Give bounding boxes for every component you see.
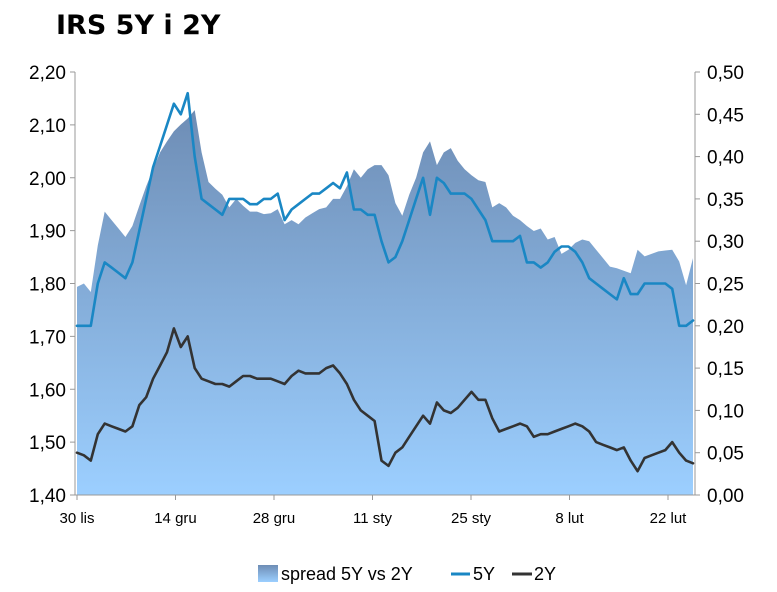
- right-tick-label: 0,00: [707, 486, 744, 507]
- left-tick-label: 2,20: [29, 63, 66, 84]
- x-tick-label: 14 gru: [154, 510, 197, 527]
- left-tick-label: 1,40: [29, 486, 66, 507]
- left-tick-label: 1,50: [29, 433, 66, 454]
- right-tick-label: 0,40: [707, 148, 744, 169]
- right-tick-label: 0,20: [707, 317, 744, 338]
- legend-swatch-spread: [258, 565, 278, 582]
- right-tick-label: 0,35: [707, 190, 744, 211]
- series-spread-area: [77, 110, 693, 495]
- left-tick-label: 1,90: [29, 222, 66, 243]
- left-tick-label: 1,80: [29, 275, 66, 296]
- x-tick-label: 30 lis: [59, 510, 94, 527]
- legend-label-2y: 2Y: [534, 564, 556, 584]
- x-tick-label: 28 gru: [253, 510, 296, 527]
- left-tick-label: 1,70: [29, 327, 66, 348]
- legend-label-5y: 5Y: [473, 564, 495, 584]
- x-tick-label: 25 sty: [451, 510, 492, 527]
- right-tick-label: 0,45: [707, 105, 744, 126]
- x-tick-label: 22 lut: [650, 510, 688, 527]
- left-tick-label: 2,10: [29, 116, 66, 137]
- legend-label-spread: spread 5Y vs 2Y: [281, 564, 413, 584]
- chart-title: IRS 5Y i 2Y: [56, 10, 221, 41]
- right-tick-label: 0,25: [707, 275, 744, 296]
- left-tick-label: 1,60: [29, 380, 66, 401]
- right-tick-label: 0,50: [707, 63, 744, 84]
- x-tick-label: 8 lut: [555, 510, 584, 527]
- left-tick-label: 2,00: [29, 169, 66, 190]
- x-tick-label: 11 sty: [353, 510, 392, 527]
- right-tick-label: 0,15: [707, 359, 744, 380]
- right-tick-label: 0,05: [707, 444, 744, 465]
- series-2y-line: [75, 327, 695, 473]
- right-tick-label: 0,30: [707, 232, 744, 253]
- series-5y-line: [75, 91, 695, 328]
- right-tick-label: 0,10: [707, 401, 744, 422]
